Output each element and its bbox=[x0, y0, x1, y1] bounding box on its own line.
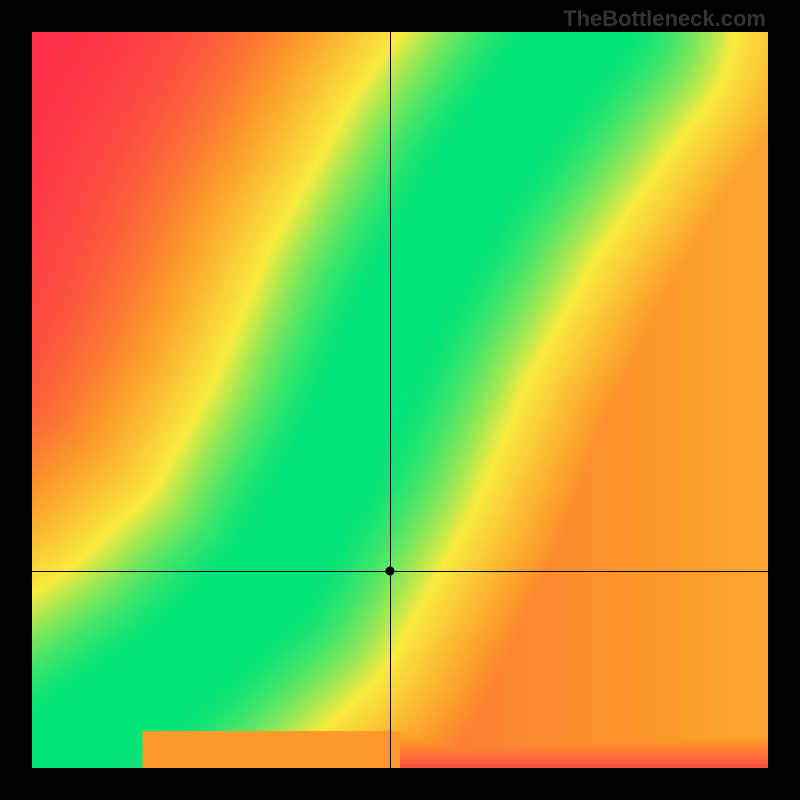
heatmap-plot bbox=[32, 32, 768, 768]
crosshair-marker bbox=[385, 567, 394, 576]
crosshair-horizontal bbox=[32, 571, 768, 572]
watermark-text: TheBottleneck.com bbox=[563, 6, 766, 32]
crosshair-vertical bbox=[390, 32, 391, 768]
heatmap-canvas bbox=[32, 32, 768, 768]
